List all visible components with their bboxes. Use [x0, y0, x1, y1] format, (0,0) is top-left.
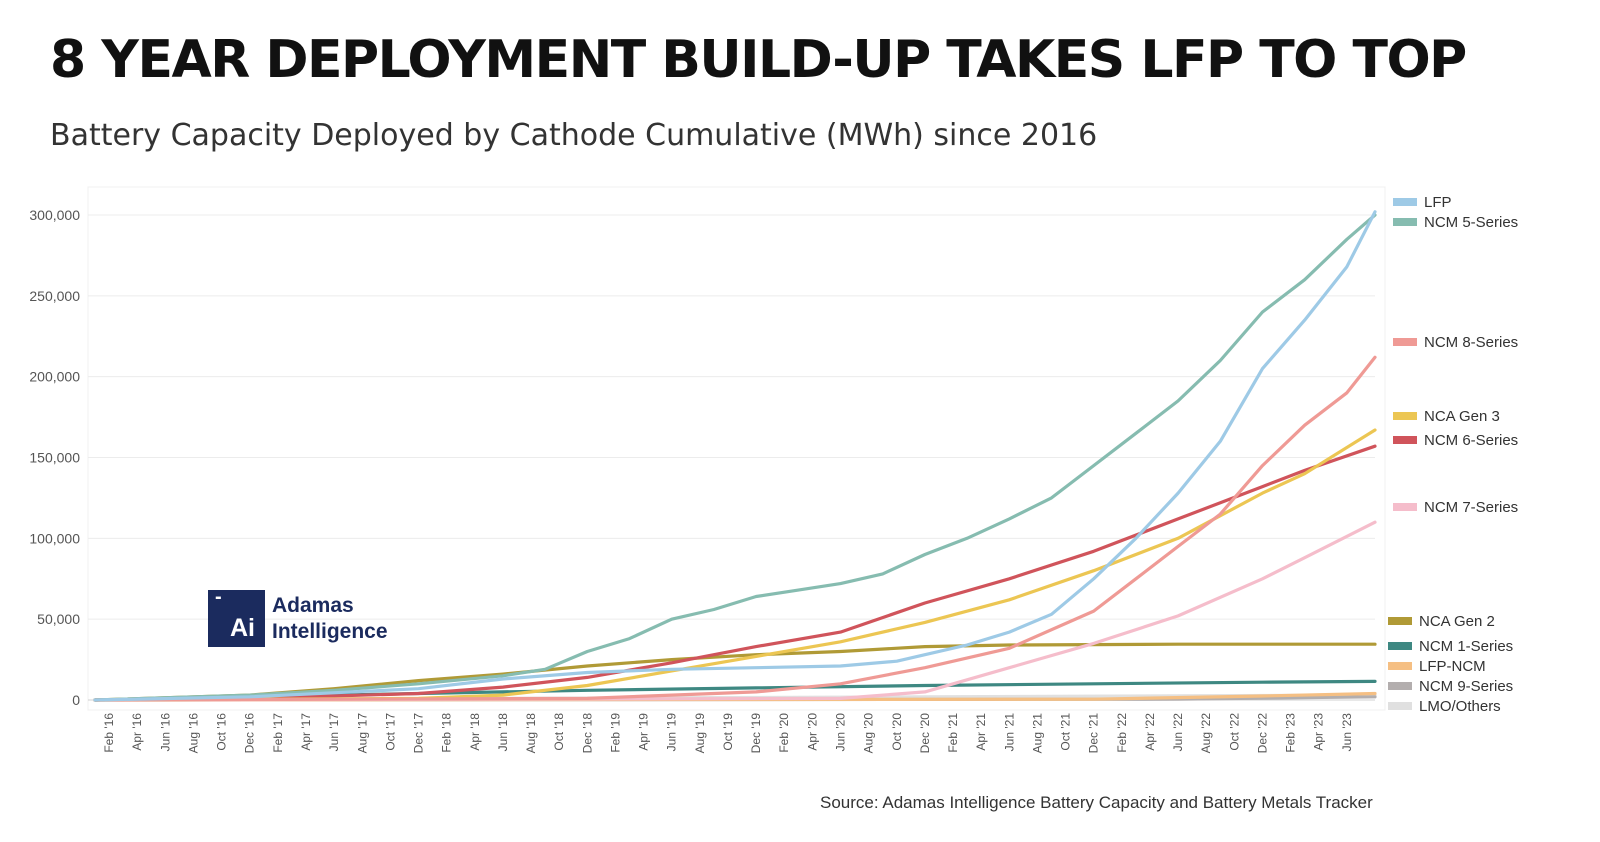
legend-swatch — [1393, 338, 1417, 346]
x-tick-label: Apr '16 — [130, 713, 144, 751]
logo-line-1: Adamas — [272, 594, 354, 617]
logo-line-2: Intelligence — [272, 620, 388, 643]
x-tick-label: Feb '23 — [1284, 713, 1298, 753]
chart-title: 8 YEAR DEPLOYMENT BUILD-UP TAKES LFP TO … — [50, 30, 1467, 90]
y-tick-label: 300,000 — [29, 207, 80, 223]
y-tick-label: 200,000 — [29, 369, 80, 385]
x-tick-label: Dec '18 — [580, 713, 594, 754]
legend-swatch — [1388, 662, 1412, 670]
x-tick-label: Apr '18 — [468, 713, 482, 751]
source-note: Source: Adamas Intelligence Battery Capa… — [820, 793, 1373, 812]
y-tick-label: 250,000 — [29, 288, 80, 304]
series-line-ncm-6-series — [93, 444, 1377, 702]
x-tick-label: Jun '20 — [833, 713, 847, 752]
x-tick-label: Feb '20 — [777, 713, 791, 753]
legend-swatch — [1393, 198, 1417, 206]
legend-label-ncm-9-series: NCM 9-Series — [1419, 678, 1513, 695]
logo-mark-text: Ai — [230, 614, 255, 642]
x-tick-label: Jun '17 — [327, 713, 341, 752]
x-tick-label: Aug '22 — [1199, 713, 1213, 754]
legend-swatch — [1388, 682, 1412, 690]
x-tick-label: Jun '21 — [1002, 713, 1016, 752]
x-tick-label: Jun '23 — [1340, 713, 1354, 752]
legend-label-ncm-7-series: NCM 7-Series — [1424, 499, 1518, 516]
legend-swatch — [1393, 218, 1417, 226]
x-tick-label: Dec '20 — [918, 713, 932, 754]
logo-mark: - Ai — [208, 586, 265, 647]
legend-label-lmo-others: LMO/Others — [1419, 698, 1501, 715]
x-tick-label: Apr '19 — [637, 713, 651, 751]
y-tick-label: 150,000 — [29, 450, 80, 466]
x-tick-label: Feb '17 — [271, 713, 285, 753]
y-tick-label: 50,000 — [37, 611, 80, 627]
x-tick-label: Oct '22 — [1227, 713, 1241, 751]
x-tick-label: Aug '20 — [862, 713, 876, 754]
series-line-ncm-7-series — [93, 520, 1377, 702]
x-tick-label: Feb '18 — [440, 713, 454, 753]
x-tick-label: Dec '22 — [1255, 713, 1269, 754]
y-tick-label: 100,000 — [29, 530, 80, 546]
x-tick-label: Aug '19 — [693, 713, 707, 754]
series-line-ncm-5-series — [93, 213, 1377, 702]
legend-label-nca-gen-2: NCA Gen 2 — [1419, 613, 1495, 630]
legend-swatch — [1388, 642, 1412, 650]
legend-label-ncm-8-series: NCM 8-Series — [1424, 334, 1518, 351]
legend-swatch — [1388, 617, 1412, 625]
x-tick-label: Oct '18 — [552, 713, 566, 751]
plot-frame — [87, 186, 1386, 711]
x-tick-label: Dec '16 — [243, 713, 257, 754]
y-tick-label: 0 — [72, 692, 80, 708]
series-line-ncm-8-series — [93, 355, 1377, 702]
x-tick-label: Feb '16 — [102, 713, 116, 753]
x-tick-label: Apr '20 — [805, 713, 819, 751]
x-tick-label: Aug '18 — [524, 713, 538, 754]
x-tick-label: Apr '21 — [974, 713, 988, 751]
x-tick-label: Oct '20 — [890, 713, 904, 751]
x-tick-label: Jun '19 — [665, 713, 679, 752]
x-tick-label: Apr '23 — [1312, 713, 1326, 751]
series-line-lfp — [93, 210, 1377, 702]
legend-label-nca-gen-3: NCA Gen 3 — [1424, 408, 1500, 425]
series-line-nca-gen-3 — [93, 428, 1377, 702]
x-tick-label: Feb '22 — [1115, 713, 1129, 753]
x-tick-label: Apr '17 — [299, 713, 313, 751]
logo-wordmark: Adamas Intelligence — [272, 593, 388, 645]
x-tick-label: Jun '18 — [496, 713, 510, 752]
chart-subtitle: Battery Capacity Deployed by Cathode Cum… — [50, 118, 1098, 153]
logo-mark-dash: - — [215, 586, 222, 608]
x-tick-label: Oct '16 — [215, 713, 229, 751]
x-tick-label: Aug '16 — [186, 713, 200, 754]
x-tick-label: Aug '17 — [355, 713, 369, 754]
x-tick-label: Oct '17 — [383, 713, 397, 751]
x-tick-label: Dec '17 — [412, 713, 426, 754]
legend-label-ncm-6-series: NCM 6-Series — [1424, 432, 1518, 449]
x-tick-label: Dec '21 — [1087, 713, 1101, 754]
legend-label-ncm-5-series: NCM 5-Series — [1424, 214, 1518, 231]
x-tick-label: Feb '21 — [946, 713, 960, 753]
x-tick-label: Feb '19 — [608, 713, 622, 753]
legend-swatch — [1393, 412, 1417, 420]
legend-label-lfp: LFP — [1424, 194, 1452, 211]
x-tick-label: Apr '22 — [1143, 713, 1157, 751]
legend-label-ncm-1-series: NCM 1-Series — [1419, 638, 1513, 655]
x-tick-label: Jun '16 — [158, 713, 172, 752]
legend-label-lfp-ncm: LFP-NCM — [1419, 658, 1486, 675]
x-tick-label: Oct '21 — [1059, 713, 1073, 751]
x-tick-label: Aug '21 — [1030, 713, 1044, 754]
legend-swatch — [1393, 436, 1417, 444]
legend-swatch — [1388, 702, 1412, 710]
x-tick-label: Jun '22 — [1171, 713, 1185, 752]
x-tick-label: Oct '19 — [721, 713, 735, 751]
x-tick-label: Dec '19 — [749, 713, 763, 754]
legend-swatch — [1393, 503, 1417, 511]
